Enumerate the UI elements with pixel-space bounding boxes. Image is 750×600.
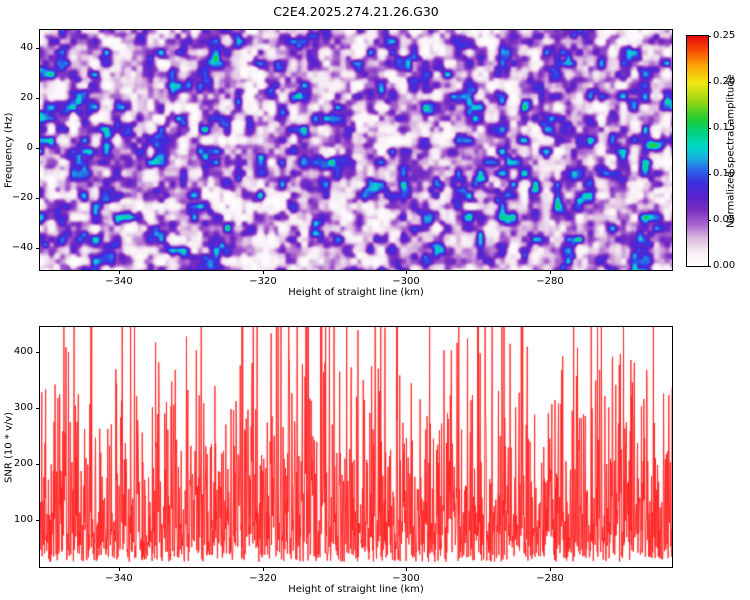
- colorbar-tick-label: 0.20: [713, 76, 736, 87]
- colorbar-tick-label: 0.05: [713, 214, 736, 225]
- snr-panel: [39, 326, 673, 568]
- x-tick: [550, 270, 551, 274]
- y-tick: [36, 198, 40, 199]
- x-tick: [550, 567, 551, 571]
- colorbar-tick: [708, 174, 711, 175]
- y-tick-label: 0: [26, 142, 33, 153]
- spectrogram-heatmap-canvas: [40, 30, 672, 270]
- spectrogram-xlabel: Height of straight line (km): [288, 287, 424, 298]
- y-tick: [36, 48, 40, 49]
- y-tick: [36, 408, 40, 409]
- x-tick: [263, 270, 264, 274]
- y-tick-label: −20: [11, 192, 33, 203]
- x-tick: [406, 567, 407, 571]
- y-tick-label: 200: [13, 458, 33, 469]
- colorbar-tick: [708, 220, 711, 221]
- y-tick: [36, 248, 40, 249]
- y-tick-label: 100: [13, 514, 33, 525]
- colorbar-label: Normalized spectral amplitude: [725, 74, 737, 228]
- colorbar-tick-label: 0.00: [713, 260, 736, 271]
- spectrogram-panel: [39, 29, 673, 271]
- y-tick-label: 300: [13, 402, 33, 413]
- x-tick: [119, 567, 120, 571]
- snr-ylabel: SNR (10 * v/v): [3, 411, 15, 483]
- x-tick: [263, 567, 264, 571]
- y-tick-label: 20: [20, 92, 33, 103]
- x-tick-label: −340: [105, 573, 133, 584]
- x-tick-label: −320: [249, 573, 277, 584]
- x-tick-label: −280: [536, 276, 564, 287]
- colorbar-tick-label: 0.15: [713, 122, 736, 133]
- x-tick-label: −280: [536, 573, 564, 584]
- colorbar-tick-label: 0.25: [713, 30, 736, 41]
- y-tick: [36, 520, 40, 521]
- x-tick-label: −300: [392, 276, 420, 287]
- x-tick: [119, 270, 120, 274]
- y-tick: [36, 148, 40, 149]
- figure-title: C2E4.2025.274.21.26.G30: [273, 4, 439, 19]
- y-tick-label: 400: [13, 346, 33, 357]
- x-tick-label: −320: [249, 276, 277, 287]
- colorbar-tick-label: 0.10: [713, 168, 736, 179]
- colorbar-tick: [708, 82, 711, 83]
- x-tick: [406, 270, 407, 274]
- y-tick: [36, 352, 40, 353]
- snr-line-canvas: [40, 327, 672, 567]
- colorbar: [686, 35, 709, 267]
- x-tick-label: −340: [105, 276, 133, 287]
- colorbar-tick: [708, 266, 711, 267]
- colorbar-gradient-canvas: [687, 36, 708, 266]
- y-tick: [36, 98, 40, 99]
- colorbar-tick: [708, 128, 711, 129]
- x-tick-label: −300: [392, 573, 420, 584]
- snr-xlabel: Height of straight line (km): [288, 584, 424, 595]
- y-tick-label: 40: [20, 42, 33, 53]
- y-tick: [36, 464, 40, 465]
- y-tick-label: −40: [11, 242, 33, 253]
- colorbar-tick: [708, 36, 711, 37]
